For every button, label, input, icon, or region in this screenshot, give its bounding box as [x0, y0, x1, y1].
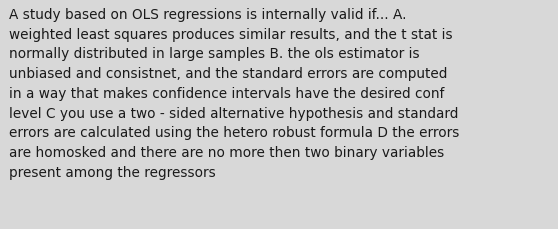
Text: A study based on OLS regressions is internally valid if... A.
weighted least squ: A study based on OLS regressions is inte…: [9, 8, 459, 179]
